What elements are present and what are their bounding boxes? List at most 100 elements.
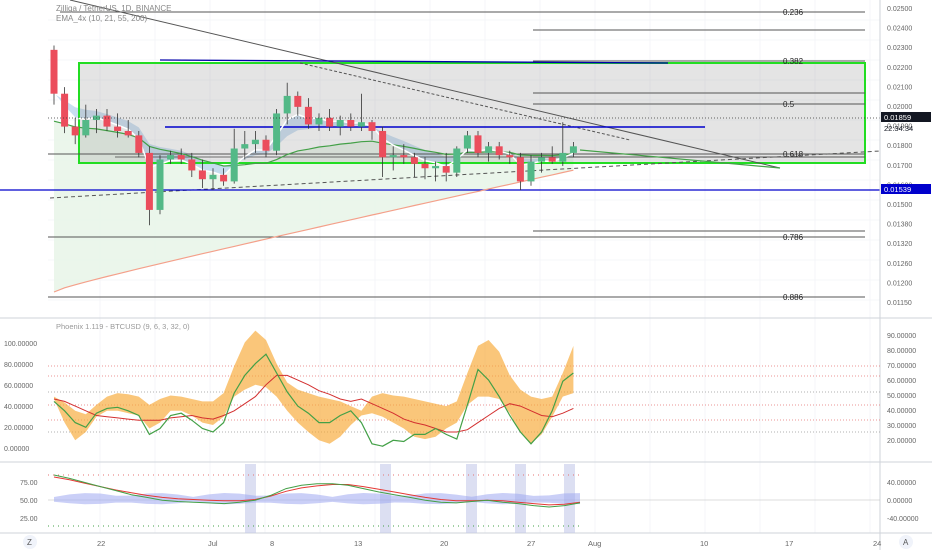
- phoenix-left-tick: 40.00000: [4, 404, 33, 411]
- candle-body: [50, 49, 58, 94]
- ema-projection: [579, 149, 781, 169]
- time-tick-label: 13: [354, 539, 362, 548]
- time-tick-label: Jul: [208, 539, 218, 548]
- candle-body: [389, 155, 397, 158]
- candle-body: [400, 155, 408, 158]
- candle-body: [177, 155, 185, 160]
- time-tick-label: Aug: [588, 539, 601, 548]
- blue-level-badge: [881, 184, 931, 194]
- lower-right-tick: 0.00000: [887, 498, 912, 505]
- auto-scale-button[interactable]: [899, 535, 913, 549]
- phoenix-oscillator-panel: Phoenix 1.119 - BTCUSD (9, 6, 3, 32, 0) …: [4, 322, 916, 453]
- lower-left-axis: 75.00 50.00 25.00: [20, 480, 38, 523]
- candle-body: [156, 159, 164, 210]
- candle-body: [209, 174, 217, 180]
- candle-body: [432, 166, 440, 169]
- candle-body: [548, 157, 556, 162]
- phoenix-right-axis: 90.00000 80.00000 70.00000 60.00000 50.00000…: [887, 333, 916, 445]
- phoenix-green-line: [53, 353, 574, 447]
- phoenix-left-tick: 60.00000: [4, 383, 33, 390]
- phoenix-right-tick: 50.00000: [887, 393, 916, 400]
- price-tick-label: 0.02400: [887, 26, 912, 33]
- candle-body: [294, 95, 302, 107]
- candle-body: [124, 130, 132, 136]
- lower-oscillator-panel: 75.00 50.00 25.00 40.00000 0.00000 -40.00000: [20, 464, 919, 533]
- phoenix-right-tick: 20.00000: [887, 438, 916, 445]
- price-tick-label: 0.02500: [887, 6, 912, 13]
- time-tick-label: 17: [785, 539, 793, 548]
- candle-body: [516, 157, 524, 182]
- lower-left-tick: 25.00: [20, 516, 38, 523]
- zoom-left-label: Z: [27, 538, 32, 547]
- zoom-left-button[interactable]: [23, 535, 37, 549]
- candle-body: [61, 93, 69, 127]
- phoenix-left-tick: 80.00000: [4, 362, 33, 369]
- candle-body: [527, 161, 535, 182]
- candle-body: [368, 122, 376, 131]
- time-tick-label: 24: [873, 539, 881, 548]
- price-tick-label: 0.01380: [887, 222, 912, 229]
- fib-label-0618: 0.618: [783, 150, 804, 159]
- candle-body: [442, 166, 450, 173]
- downtrend-line: [69, 0, 781, 169]
- current-price-label: 0.01859: [884, 113, 911, 122]
- time-tick-label: 22: [97, 539, 105, 548]
- blue-level-label: 0.01539: [884, 185, 911, 194]
- ema200-line: [53, 169, 574, 293]
- uptrend-line-dashed: [49, 150, 881, 199]
- candle-body: [421, 163, 429, 169]
- price-tick-label: 0.02300: [887, 45, 912, 52]
- price-tick-label: 0.01900: [887, 124, 912, 131]
- countdown-label: 22:34:34: [884, 124, 913, 133]
- fib-label-0786: 0.786: [783, 233, 804, 242]
- auto-scale-label: A: [903, 538, 909, 547]
- candle-body: [347, 120, 355, 127]
- phoenix-orange-band: [54, 330, 574, 444]
- fib-label-0886: 0.886: [783, 293, 804, 302]
- candle-body: [220, 174, 228, 182]
- price-tick-label: 0.02100: [887, 84, 912, 91]
- candle-body: [315, 117, 323, 125]
- price-tick-label: 0.01150: [887, 300, 912, 307]
- price-tick-label: 0.01500: [887, 202, 912, 209]
- candle-body: [326, 117, 334, 127]
- price-tick-label: 0.01200: [887, 280, 912, 287]
- time-tick-label: 27: [527, 539, 535, 548]
- price-tick-label: 0.02000: [887, 104, 912, 111]
- price-axis[interactable]: 0.02500 0.02400 0.02300 0.02200 0.02100 0.020…: [887, 6, 912, 307]
- candle-body: [145, 152, 153, 210]
- candle-body: [103, 115, 111, 127]
- candle-body: [283, 95, 291, 114]
- candle-body: [273, 113, 281, 151]
- candle-body: [495, 146, 503, 156]
- candle-body: [485, 146, 493, 153]
- range-shaded-box: [79, 63, 865, 163]
- candle-body: [357, 122, 365, 127]
- phoenix-right-tick: 60.00000: [887, 378, 916, 385]
- candle-body: [71, 126, 79, 136]
- time-tick-label: 8: [270, 539, 274, 548]
- resistance-line-blue: [159, 59, 669, 64]
- symbol-title: Zilliqa / TetherUS, 1D, BINANCE: [56, 4, 171, 13]
- candle-body: [198, 170, 206, 180]
- candle-body: [474, 135, 482, 153]
- candle-body: [135, 135, 143, 153]
- candle-body: [506, 155, 514, 158]
- fib-label-05: 0.5: [783, 100, 795, 109]
- candle-body: [410, 157, 418, 164]
- fib-label-0382: 0.382: [783, 57, 804, 66]
- candle-body: [262, 139, 270, 151]
- candle-body: [559, 152, 567, 162]
- fib-label-0236: 0.236: [783, 8, 804, 17]
- phoenix-left-tick: 100.00000: [4, 341, 37, 348]
- phoenix-left-tick: 20.00000: [4, 425, 33, 432]
- phoenix-right-tick: 40.00000: [887, 408, 916, 415]
- candle-body: [230, 148, 238, 182]
- candle-body: [463, 135, 471, 149]
- candle-body: [336, 120, 344, 127]
- phoenix-red-line: [53, 374, 574, 433]
- time-axis[interactable]: 22 Jul 8 13 20 27 Aug 10 17 24: [97, 539, 881, 548]
